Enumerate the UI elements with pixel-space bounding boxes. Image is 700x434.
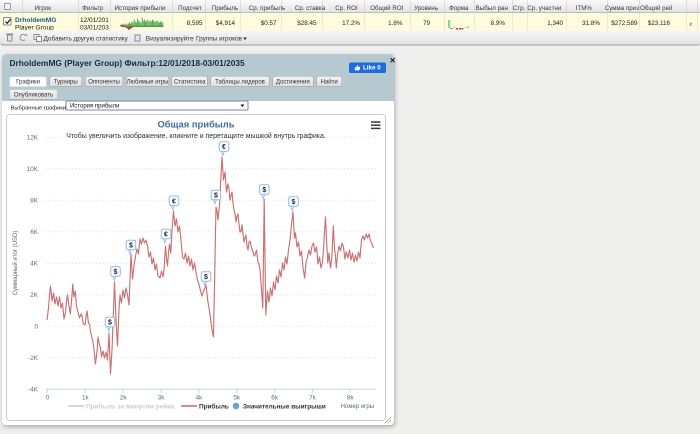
svg-text:2k: 2k [120,394,128,401]
svg-text:1k: 1k [82,394,90,401]
svg-text:$: $ [214,193,218,200]
svg-text:Чтобы увеличить изображение, к: Чтобы увеличить изображение, кликните и … [66,132,326,140]
svg-text:2K: 2K [30,292,39,299]
svg-text:$: $ [204,274,208,281]
svg-text:3k: 3k [158,394,166,401]
svg-text:€: € [222,144,226,151]
svg-text:4k: 4k [196,394,204,401]
svg-text:Значительные выигрыши: Значительные выигрыши [243,403,326,410]
svg-text:$: $ [292,199,296,206]
svg-text:-4K: -4K [28,387,39,394]
svg-text:Прибыль за минусом рейка: Прибыль за минусом рейка [86,402,174,410]
svg-text:$: $ [129,243,133,250]
svg-text:Суммарный итог (USD): Суммарный итог (USD) [12,231,19,296]
svg-text:12K: 12K [27,135,39,142]
svg-text:-2K: -2K [28,355,39,362]
svg-text:7k: 7k [309,394,317,401]
svg-text:$: $ [108,320,112,327]
svg-text:Общая прибыль: Общая прибыль [157,118,234,129]
svg-text:8K: 8K [30,198,39,205]
svg-text:8k: 8k [347,394,355,401]
svg-text:10K: 10K [27,166,39,173]
svg-text:Прибыль: Прибыль [199,402,229,410]
svg-text:€: € [172,198,176,205]
svg-text:6K: 6K [30,229,39,236]
svg-text:5k: 5k [233,394,241,401]
svg-text:0: 0 [46,394,50,401]
svg-text:0: 0 [34,324,38,331]
svg-text:6k: 6k [271,394,279,401]
svg-text:€: € [164,232,168,239]
svg-text:$: $ [262,187,266,194]
svg-text:Номер игры: Номер игры [341,404,374,410]
svg-text:$: $ [114,269,118,276]
svg-text:4K: 4K [30,261,39,268]
